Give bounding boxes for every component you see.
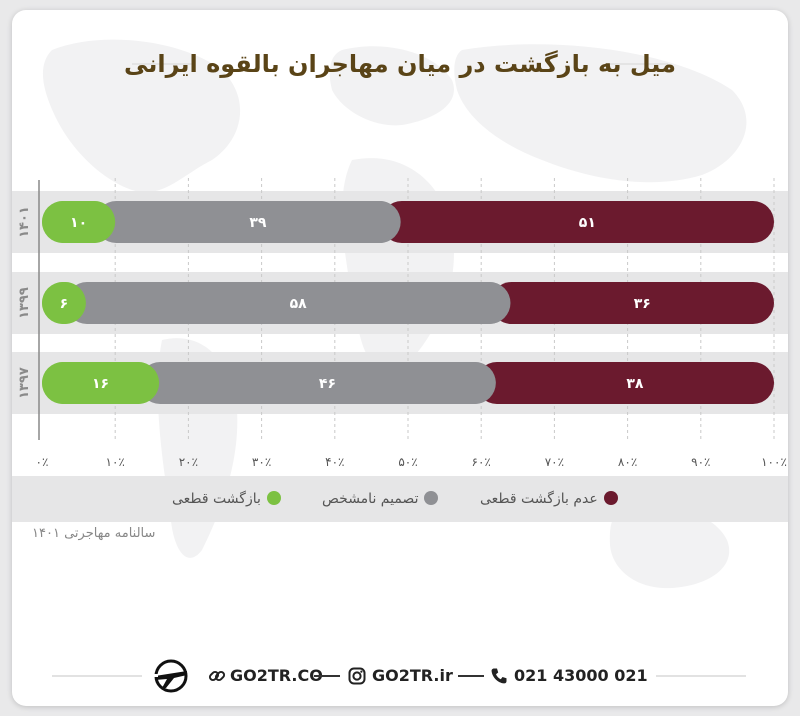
footer-site[interactable]: GO2TR.CO <box>230 666 323 685</box>
bar-عدم-بازگشت-قطعی-2 <box>475 362 774 404</box>
x-tick-label: ۵۰٪ <box>398 455 417 469</box>
x-tick-label: ۲۰٪ <box>179 455 198 469</box>
legend-item-return: بازگشت قطعی <box>172 489 281 509</box>
legend-dot-return <box>266 491 281 505</box>
x-tick-label: ۰٪ <box>36 455 49 469</box>
bar-top-تصمیم-نامشخص-0 <box>115 201 401 243</box>
legend: عدم بازگشت قطعی تصمیم نامشخص بازگشت قطعی <box>12 476 788 522</box>
legend-label-return: بازگشت قطعی <box>172 491 261 507</box>
chart-area: ۵۱ ۳۹ ۱۰ ۱۴۰۱ ۳۶ ۵۸ ۶ ۱۳۹۹ ۳۸ ۴۶ ۱۶ ۱۳۹۷ ۰٪ ۱۰٪ ۲۰٪ ۳۰٪… <box>12 178 788 469</box>
bar-value-label: ۶ <box>60 296 69 312</box>
bar-value-label: ۴۶ <box>319 376 336 392</box>
bar-عدم-بازگشت-قطعی-0 <box>380 201 774 243</box>
footer-line-right <box>656 675 746 677</box>
footer: GO2TR.CO GO2TR.ir 021 43000 021 <box>12 656 788 696</box>
bar-value-label: ۱۶ <box>92 376 109 392</box>
bar-top-بازگشت-قطعی-0 <box>42 201 116 243</box>
instagram-icon <box>348 667 366 685</box>
legend-item-no-return: عدم بازگشت قطعی <box>480 489 618 509</box>
source-text: سالنامه مهاجرتی ۱۴۰۱ <box>32 526 156 541</box>
phone-icon <box>491 668 507 684</box>
bar-value-label: ۳۹ <box>249 215 267 231</box>
legend-label-no-return: عدم بازگشت قطعی <box>480 491 598 507</box>
x-tick-label: ۳۰٪ <box>252 455 271 469</box>
title-line-right <box>608 63 668 65</box>
bar-عدم-بازگشت-قطعی-1 <box>490 282 774 324</box>
footer-line-left <box>52 675 142 677</box>
category-label: ۱۳۹۷ <box>17 367 32 399</box>
legend-dot-no-return <box>603 491 618 505</box>
chart-title: میل به بازگشت در میان مهاجران بالقوه ایر… <box>124 50 676 78</box>
title-line-left <box>132 63 192 65</box>
bar-value-label: ۵۸ <box>290 296 308 312</box>
go2tr-airplane-logo-icon <box>152 659 188 693</box>
x-tick-label: ۸۰٪ <box>618 455 637 469</box>
x-tick-label: ۹۰٪ <box>691 455 710 469</box>
source-note: سالنامه مهاجرتی ۱۴۰۱ <box>32 526 232 548</box>
bar-value-label: ۳۶ <box>634 296 651 312</box>
footer-separator-2 <box>458 675 484 677</box>
x-tick-label: ۱۰٪ <box>106 455 125 469</box>
bar-value-label: ۵۱ <box>579 215 596 231</box>
link-icon <box>208 670 226 682</box>
title-area: میل به بازگشت در میان مهاجران بالقوه ایر… <box>12 44 788 84</box>
category-label: ۱۴۰۱ <box>17 206 32 238</box>
legend-item-undecided: تصمیم نامشخص <box>322 489 439 509</box>
footer-phone[interactable]: 021 43000 021 <box>514 666 648 685</box>
bar-top-بازگشت-قطعی-2 <box>42 362 160 404</box>
x-tick-label: ۴۰٪ <box>325 455 344 469</box>
x-tick-label: ۷۰٪ <box>545 455 564 469</box>
x-tick-label: ۱۰۰٪ <box>761 455 787 469</box>
category-label: ۱۳۹۹ <box>17 287 32 319</box>
bar-top-تصمیم-نامشخص-1 <box>85 282 511 324</box>
footer-instagram[interactable]: GO2TR.ir <box>372 666 453 685</box>
bar-top-بازگشت-قطعی-1 <box>42 282 86 324</box>
bar-value-label: ۳۸ <box>626 376 644 392</box>
legend-label-undecided: تصمیم نامشخص <box>322 491 419 507</box>
x-tick-label: ۶۰٪ <box>472 455 491 469</box>
infographic-card: میل به بازگشت در میان مهاجران بالقوه ایر… <box>12 10 788 706</box>
bar-value-label: ۱۰ <box>70 215 87 231</box>
bar-top-تصمیم-نامشخص-2 <box>159 362 496 404</box>
legend-dot-undecided <box>424 491 439 505</box>
footer-separator-1 <box>314 675 340 677</box>
